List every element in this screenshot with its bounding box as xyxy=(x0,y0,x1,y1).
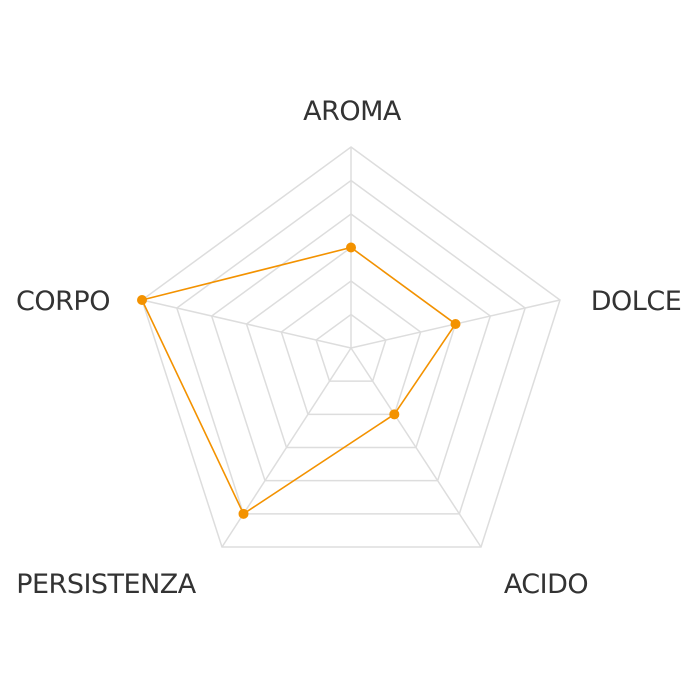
axis-labels: AROMA DOLCE ACIDO PERSISTENZA CORPO xyxy=(16,96,682,600)
grid-ring xyxy=(210,213,492,482)
data-point-corpo[interactable] xyxy=(137,295,147,305)
axis-label-aroma: AROMA xyxy=(303,96,402,127)
data-point-aroma[interactable] xyxy=(346,242,356,253)
grid-spoke xyxy=(141,299,352,349)
axis-label-persistenza: PERSISTENZA xyxy=(16,569,197,600)
data-point-persistenza[interactable] xyxy=(238,508,249,519)
axis-label-corpo: CORPO xyxy=(16,286,110,317)
grid-ring xyxy=(280,280,422,416)
data-point-dolce[interactable] xyxy=(450,319,461,329)
radar-grid xyxy=(141,146,561,548)
grid-ring xyxy=(175,179,527,515)
grid-spoke xyxy=(350,347,482,548)
grid-ring xyxy=(315,313,387,382)
series-line xyxy=(140,246,457,516)
axis-label-dolce: DOLCE xyxy=(591,286,682,317)
axis-label-acido: ACIDO xyxy=(504,569,588,600)
radar-series xyxy=(137,242,461,519)
data-point-acido[interactable] xyxy=(389,409,400,420)
grid-ring xyxy=(141,146,561,548)
